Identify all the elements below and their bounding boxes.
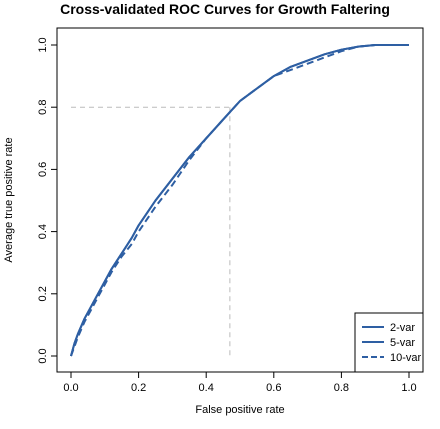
series-layer bbox=[70, 44, 409, 357]
legend: 2-var 5-var 10-var bbox=[354, 312, 424, 373]
x-tick-label: 1.0 bbox=[401, 382, 416, 394]
y-tick-label: 1.0 bbox=[37, 37, 49, 52]
x-tick-label: 0.8 bbox=[334, 382, 349, 394]
y-tick-label: 0.6 bbox=[37, 162, 49, 177]
y-tick-label: 0.4 bbox=[37, 224, 49, 239]
x-tick-label: 0.4 bbox=[199, 382, 214, 394]
legend-label-5-var: 5-var bbox=[390, 337, 415, 349]
reference-lines bbox=[71, 106, 231, 356]
y-axis: 0.0 0.2 0.4 0.6 0.8 1.0 bbox=[37, 37, 58, 364]
y-tick-label: 0.8 bbox=[37, 100, 49, 115]
legend-label-10-var: 10-var bbox=[390, 352, 422, 364]
y-axis-label: Average true positive rate bbox=[3, 137, 15, 262]
series-line-2-var bbox=[70, 44, 409, 357]
chart-title: Cross-validated ROC Curves for Growth Fa… bbox=[60, 1, 390, 17]
legend-label-2-var: 2-var bbox=[390, 322, 415, 334]
series-line-5-var bbox=[70, 44, 409, 357]
x-tick-label: 0.6 bbox=[266, 382, 281, 394]
y-tick-label: 0.2 bbox=[37, 286, 49, 301]
x-axis: 0.0 0.2 0.4 0.6 0.8 1.0 bbox=[63, 371, 417, 394]
x-axis-label: False positive rate bbox=[195, 404, 284, 416]
series-line-10-var bbox=[70, 44, 409, 357]
y-tick-label: 0.0 bbox=[37, 348, 49, 363]
x-tick-label: 0.0 bbox=[63, 382, 78, 394]
x-tick-label: 0.2 bbox=[131, 382, 146, 394]
